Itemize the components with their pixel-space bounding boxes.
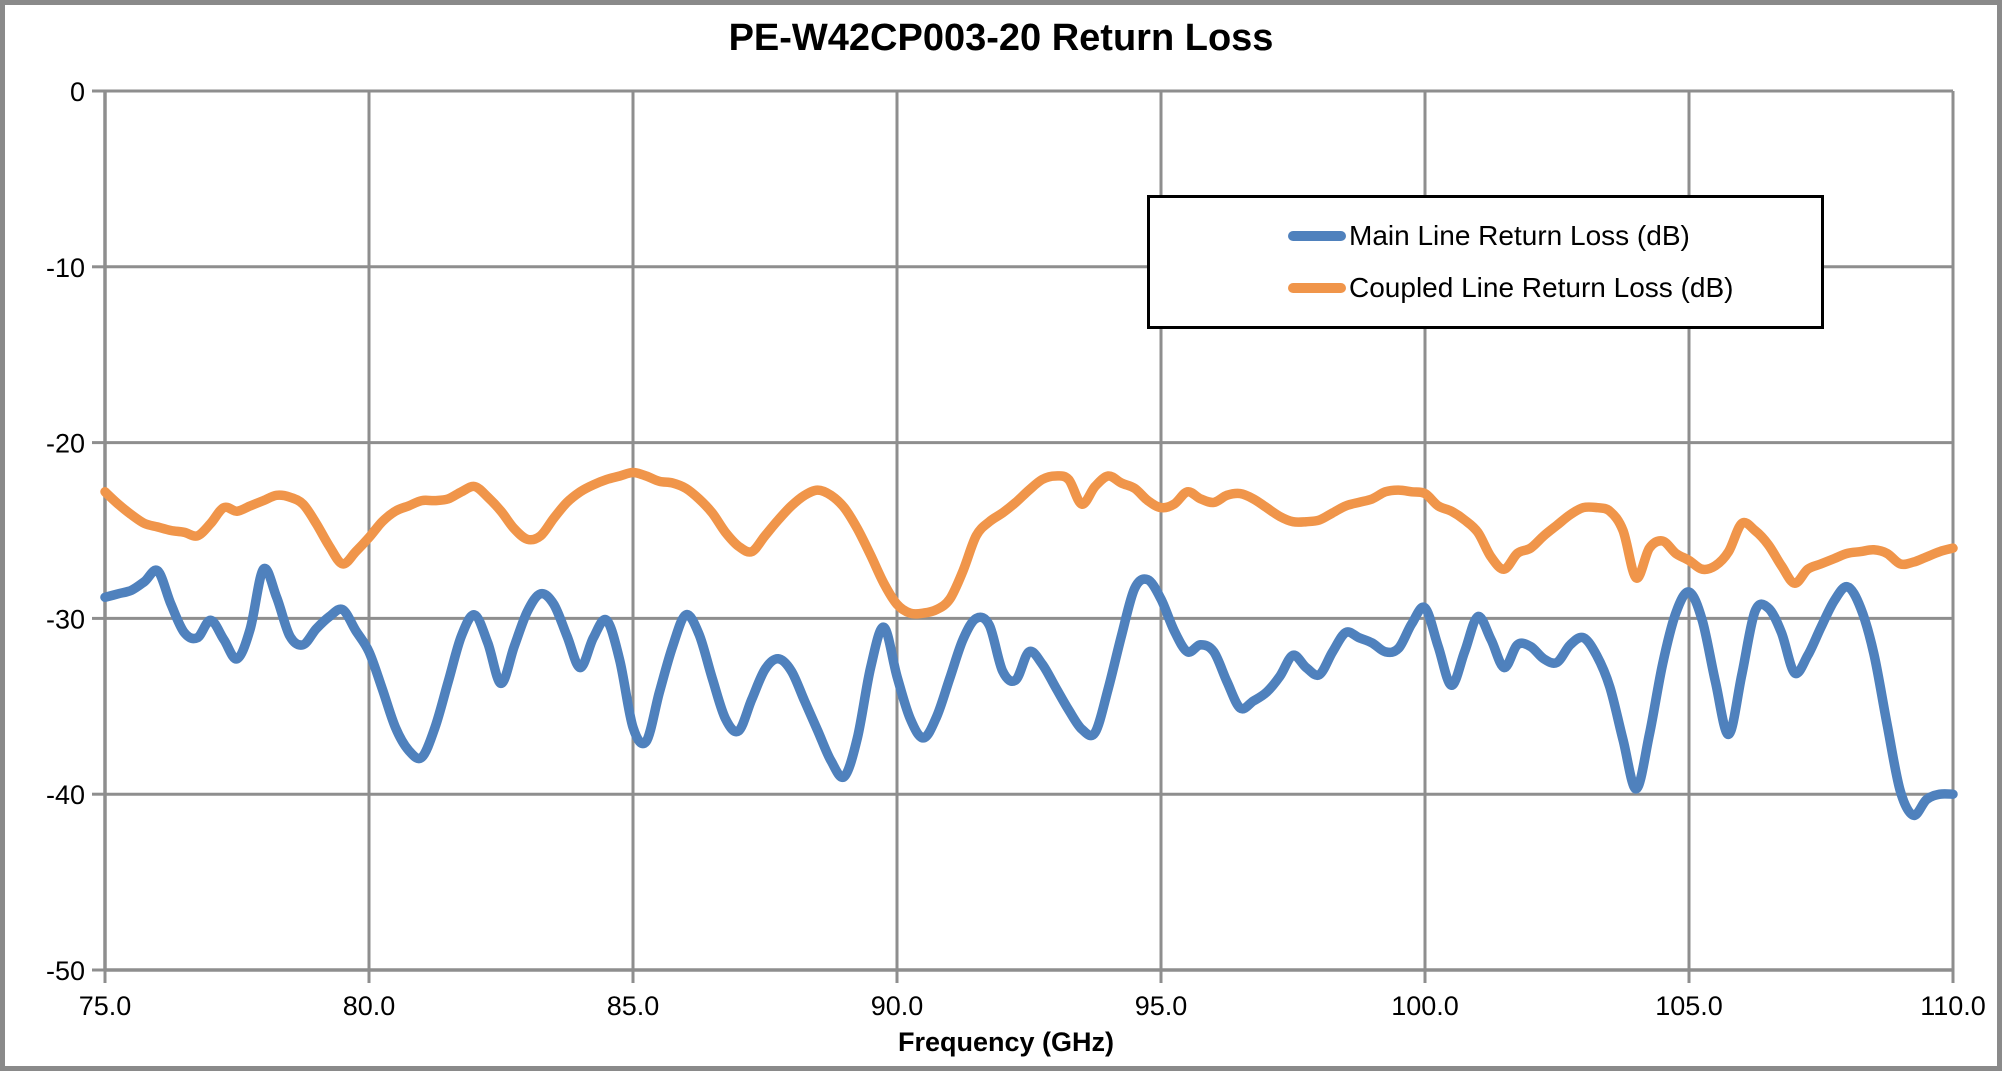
x-tick-label: 105.0 xyxy=(1655,991,1723,1021)
y-tick-label: 0 xyxy=(70,77,85,107)
legend-item-main-line[interactable]: Main Line Return Loss (dB) xyxy=(1150,222,1821,250)
legend-label-main-line: Main Line Return Loss (dB) xyxy=(1349,220,1690,251)
y-tick-label: -30 xyxy=(46,604,85,634)
y-tick-label: -40 xyxy=(46,780,85,810)
coupled-line-series[interactable] xyxy=(100,467,1958,619)
y-tick-label: -20 xyxy=(46,429,85,459)
x-tick-label: 95.0 xyxy=(1135,991,1188,1021)
chart-canvas: 0 -10 -20 -30 -40 -50 75.0 80.0 85.0 90.0 95.0 100.… xyxy=(46,77,1986,1021)
legend[interactable]: Main Line Return Loss (dB) Coupled Line … xyxy=(1147,195,1824,329)
main-line-series[interactable] xyxy=(100,563,1958,821)
main-line-legend-marker-icon xyxy=(1288,231,1346,241)
x-tick-label: 90.0 xyxy=(871,991,924,1021)
legend-item-coupled-line[interactable]: Coupled Line Return Loss (dB) xyxy=(1150,274,1821,302)
legend-label-coupled-line: Coupled Line Return Loss (dB) xyxy=(1349,272,1734,303)
y-tick-label: -10 xyxy=(46,253,85,283)
x-tick-label: 100.0 xyxy=(1391,991,1459,1021)
x-tick-label: 110.0 xyxy=(1920,991,1986,1021)
x-axis-title: Frequency (GHz) xyxy=(897,1027,1115,1057)
x-tick-label: 85.0 xyxy=(607,991,660,1021)
chart-title: PE-W42CP003-20 Return Loss xyxy=(728,17,1274,59)
y-tick-label: -50 xyxy=(46,956,85,986)
x-tick-label: 75.0 xyxy=(79,991,132,1021)
x-tick-label: 80.0 xyxy=(343,991,396,1021)
coupled-line-legend-marker-icon xyxy=(1288,283,1346,293)
